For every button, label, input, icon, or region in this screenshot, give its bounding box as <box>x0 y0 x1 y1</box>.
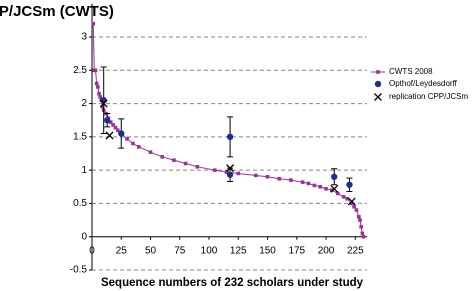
point <box>359 224 363 229</box>
point <box>341 194 346 199</box>
point <box>105 131 114 140</box>
point <box>236 171 241 176</box>
point <box>148 150 153 154</box>
point <box>346 181 353 188</box>
point <box>131 141 135 146</box>
point <box>349 201 354 206</box>
y-tick-label: 0 <box>81 231 87 242</box>
point <box>91 21 95 26</box>
point <box>213 168 217 172</box>
series-line <box>92 23 364 237</box>
point <box>97 91 101 96</box>
legend-marker <box>376 70 380 74</box>
point <box>330 184 339 193</box>
point <box>318 184 322 189</box>
y-tick-label: 1 <box>81 165 87 176</box>
y-tick-label: 1.5 <box>73 131 87 142</box>
point <box>99 99 108 108</box>
point <box>93 68 98 73</box>
point <box>306 181 311 186</box>
chart-title: CPP/JCSm (CWTS) <box>0 3 114 20</box>
point <box>312 183 317 188</box>
point <box>100 97 107 104</box>
point <box>226 164 235 173</box>
x-tick-label: 0 <box>89 245 95 256</box>
x-tick-label: 100 <box>201 245 218 256</box>
point <box>300 180 305 184</box>
point <box>354 208 359 212</box>
x-tick-label: 25 <box>116 245 128 256</box>
point <box>96 85 100 89</box>
x-tick-label: 125 <box>230 245 247 256</box>
legend-label: CWTS 2008 <box>389 67 433 76</box>
point <box>111 123 115 127</box>
point <box>254 173 258 178</box>
point <box>289 178 293 182</box>
point <box>94 81 99 86</box>
x-tick-label: 150 <box>259 245 276 256</box>
point <box>172 158 176 162</box>
point <box>335 191 340 196</box>
point <box>360 231 365 236</box>
y-tick-label: 2 <box>81 98 87 109</box>
point <box>108 120 113 125</box>
y-tick-label: -0.5 <box>70 265 88 276</box>
point <box>104 117 111 124</box>
point <box>125 137 129 141</box>
point <box>277 176 282 181</box>
x-tick-label: 50 <box>145 245 157 256</box>
point <box>357 214 361 219</box>
point <box>358 218 362 222</box>
point <box>352 204 356 209</box>
x-tick-label: 200 <box>318 245 335 256</box>
point <box>347 197 356 206</box>
point <box>345 196 349 201</box>
point <box>183 161 188 166</box>
point <box>224 170 229 174</box>
point <box>100 105 105 109</box>
x-tick-label: 175 <box>288 245 305 256</box>
x-axis-label: Sequence numbers of 232 scholars under s… <box>101 277 364 289</box>
y-tick-label: 0.5 <box>73 198 87 209</box>
point <box>98 95 102 99</box>
legend-marker <box>374 93 382 101</box>
point <box>113 125 118 130</box>
point <box>361 234 366 239</box>
point <box>160 155 165 159</box>
point <box>195 165 200 169</box>
y-tick-label: 2.5 <box>73 65 87 76</box>
legend-label: replication CPP/JCSm <box>389 92 468 101</box>
point <box>118 130 125 137</box>
point <box>265 174 270 179</box>
point <box>115 128 120 132</box>
point <box>137 145 141 149</box>
point <box>324 186 328 191</box>
legend-marker <box>374 80 382 88</box>
point <box>331 173 338 180</box>
y-tick-label: 3 <box>81 32 87 43</box>
x-tick-label: 75 <box>174 245 186 256</box>
legend-label: Opthof/Leydesdorff <box>389 79 458 88</box>
point <box>226 171 234 178</box>
point <box>330 188 334 192</box>
x-tick-label: 225 <box>347 245 364 256</box>
point <box>226 133 234 141</box>
